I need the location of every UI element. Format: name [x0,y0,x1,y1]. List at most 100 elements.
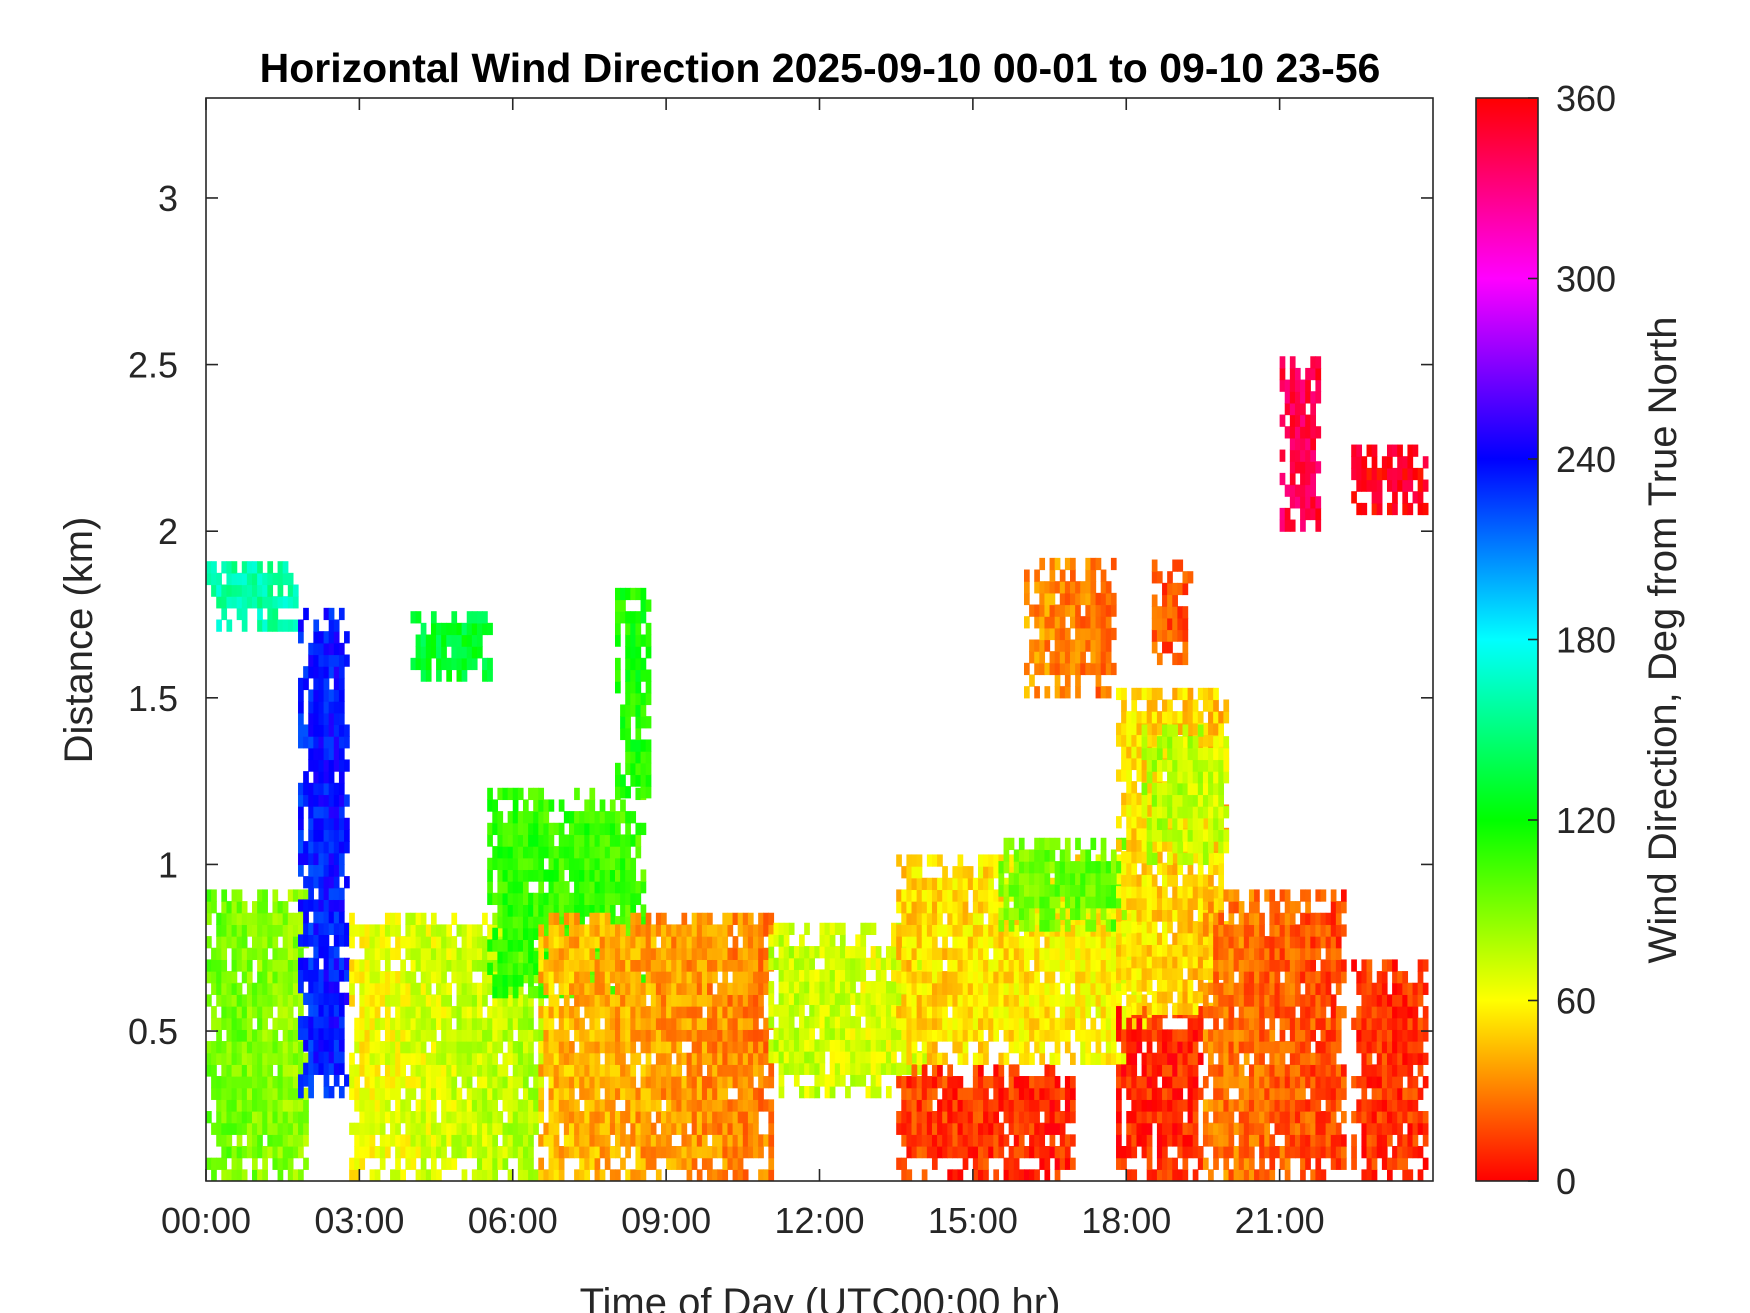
heatmap-cell [645,1076,652,1089]
heatmap-cell [287,584,294,597]
heatmap-cell [1034,884,1040,897]
heatmap-cell [727,1017,734,1030]
heatmap-cell [267,607,274,621]
heatmap-cell [430,1029,437,1042]
heatmap-cell [1177,1076,1184,1089]
heatmap-cell [824,1004,831,1017]
heatmap-cell [323,747,330,761]
heatmap-cell [262,619,268,632]
heatmap-cell [287,1122,294,1135]
heatmap-cell [983,901,989,914]
heatmap-cell [308,876,314,889]
heatmap-cell [471,1134,478,1147]
heatmap-cell [799,1039,805,1052]
heatmap-cell [717,1076,723,1089]
heatmap-cell [885,1004,892,1017]
heatmap-cell [456,924,463,937]
heatmap-cell [630,1122,637,1135]
heatmap-cell [937,912,943,926]
heatmap-cell [630,751,637,764]
heatmap-cell [369,1099,376,1112]
heatmap-cell [441,1017,447,1030]
heatmap-cell [645,599,652,612]
heatmap-cell [875,1039,882,1052]
heatmap-cell [1080,994,1086,1007]
heatmap-cell [1049,604,1056,617]
heatmap-cell [277,1087,284,1100]
heatmap-cell [814,1086,821,1099]
heatmap-cell [977,924,984,937]
heatmap-cell [298,817,304,831]
heatmap-cell [921,1099,928,1112]
heatmap-cell [599,834,606,847]
heatmap-cell [533,927,539,940]
heatmap-cell [783,981,790,994]
heatmap-cell [574,1122,580,1135]
heatmap-cell [558,1076,565,1089]
heatmap-cell [471,1064,478,1077]
heatmap-cell [262,982,268,995]
heatmap-cell [548,959,555,972]
heatmap-cell [236,1064,243,1077]
heatmap-cell [809,957,815,970]
heatmap-cell [246,971,253,984]
heatmap-cell [405,1052,412,1065]
heatmap-cell [476,1099,483,1112]
heatmap-cell [931,1157,938,1170]
heatmap-cell [216,1029,222,1042]
heatmap-cell [522,939,529,952]
heatmap-cell [461,622,468,636]
heatmap-cell [666,924,672,937]
heatmap-cell [323,666,330,679]
heatmap-cell [778,1027,785,1040]
heatmap-cell [742,912,749,926]
heatmap-cell [420,912,427,926]
heatmap-cell [1126,1169,1132,1181]
heatmap-cell [231,1029,238,1042]
heatmap-cell [517,857,524,871]
heatmap-cell [998,994,1005,1007]
heatmap-cell [911,1122,918,1135]
heatmap-cell [1064,651,1071,664]
heatmap-cell [937,947,943,960]
heatmap-cell [558,881,565,894]
heatmap-cell [1100,662,1107,676]
heatmap-cell [1095,662,1102,676]
heatmap-cell [809,1004,815,1017]
heatmap-cell [1064,919,1071,932]
heatmap-cell [661,936,667,949]
heatmap-cell [635,787,642,801]
heatmap-cell [487,869,493,882]
heatmap-cell [405,1076,412,1089]
heatmap-cell [338,922,345,936]
heatmap-cell [241,1169,248,1181]
heatmap-cell [267,1052,274,1065]
heatmap-cell [1075,947,1081,960]
heatmap-cell [1013,1169,1020,1181]
heatmap-cell [916,889,923,902]
heatmap-cell [558,846,565,859]
heatmap-cell [400,936,406,949]
heatmap-cell [1116,861,1122,874]
heatmap-cell [568,869,575,882]
heatmap-cell [763,1099,769,1112]
heatmap-cell [952,936,959,949]
heatmap-cell [359,994,366,1007]
heatmap-cell [231,959,238,972]
heatmap-cell [436,1006,442,1019]
heatmap-cell [206,901,212,914]
heatmap-cell [1008,1041,1015,1054]
heatmap-cell [517,1041,524,1054]
heatmap-cell [701,1029,708,1042]
heatmap-cell [277,572,284,586]
heatmap-cell [732,1134,739,1147]
heatmap-cell [517,834,524,847]
heatmap-cell [1059,592,1066,606]
heatmap-cell [1146,1029,1153,1042]
heatmap-cell [1008,854,1015,867]
heatmap-cell [528,904,534,917]
heatmap-cell [1105,971,1112,984]
heatmap-cell [701,1076,708,1089]
heatmap-cell [466,1017,473,1030]
heatmap-cell [952,959,959,972]
